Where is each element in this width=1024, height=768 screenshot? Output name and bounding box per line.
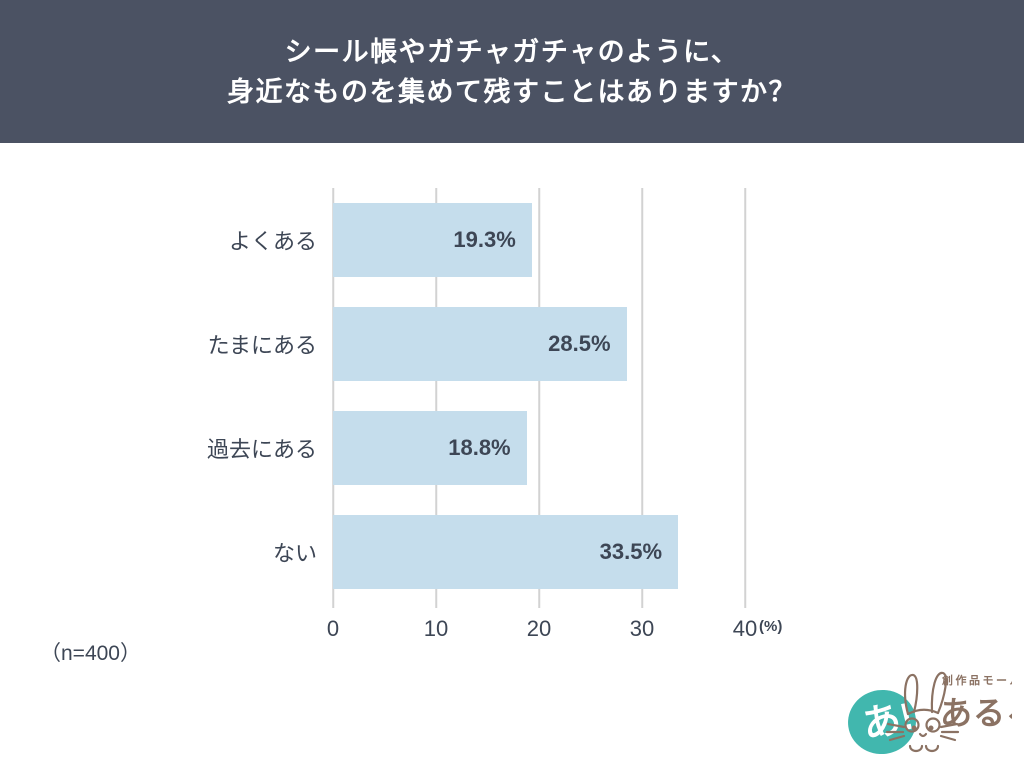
sample-size-note: （n=400） — [40, 642, 141, 665]
category-label-3: ない — [272, 541, 317, 566]
x-tick-label-10: 10 — [423, 616, 449, 641]
logo-tagline: 創作品モール — [941, 673, 1012, 687]
bar-row-2: 過去にある 18.8% — [207, 411, 745, 485]
x-tick-label-0: 0 — [326, 616, 340, 641]
bar-value-label-3: 33.5% — [599, 539, 663, 564]
category-label-0: よくある — [228, 229, 317, 254]
plot-area: (%) 0 10 20 30 40 よくある 19.3% たまにある 28.5% 過去にある 18.… — [207, 188, 782, 641]
arr-logo: あ! 創作品モール あるる — [848, 671, 1012, 755]
bar-1: 28.5% — [333, 307, 627, 381]
gridline-x-0 — [332, 188, 334, 608]
x-axis-unit-label: (%) — [759, 618, 783, 635]
chart-title-line-2: 身近なものを集めて残すことはありますか？ — [227, 76, 797, 107]
bar-2: 18.8% — [333, 411, 527, 485]
gridline-x-40 — [744, 188, 746, 608]
bar-value-label-1: 28.5% — [548, 331, 611, 356]
chart-title-line-1: シール帳やガチャガチャのように、 — [284, 36, 740, 67]
logo-brand-name: あるる — [940, 695, 1012, 731]
bar-0: 19.3% — [333, 203, 532, 277]
x-tick-label-20: 20 — [526, 616, 552, 641]
x-tick-label-40: 40 — [732, 616, 758, 641]
bar-row-3: ない 33.5% — [273, 515, 745, 589]
bar-value-label-0: 19.3% — [453, 227, 516, 252]
bar-row-0: よくある 19.3% — [229, 203, 745, 277]
bar-row-1: たまにある 28.5% — [208, 307, 745, 381]
gridline-x-10 — [435, 188, 437, 608]
x-tick-label-30: 30 — [629, 616, 655, 641]
rabbit-icon — [885, 671, 960, 753]
gridline-x-30 — [641, 188, 643, 608]
category-label-2: 過去にある — [206, 437, 317, 462]
header-banner: シール帳やガチャガチャのように、 身近なものを集めて残すことはありますか？ — [0, 0, 1024, 143]
bar-value-label-2: 18.8% — [448, 435, 511, 460]
gridline-x-20 — [538, 188, 540, 608]
logo-badge-icon: あ! — [848, 689, 917, 755]
category-label-1: たまにある — [207, 333, 317, 358]
bar-3: 33.5% — [333, 515, 679, 589]
